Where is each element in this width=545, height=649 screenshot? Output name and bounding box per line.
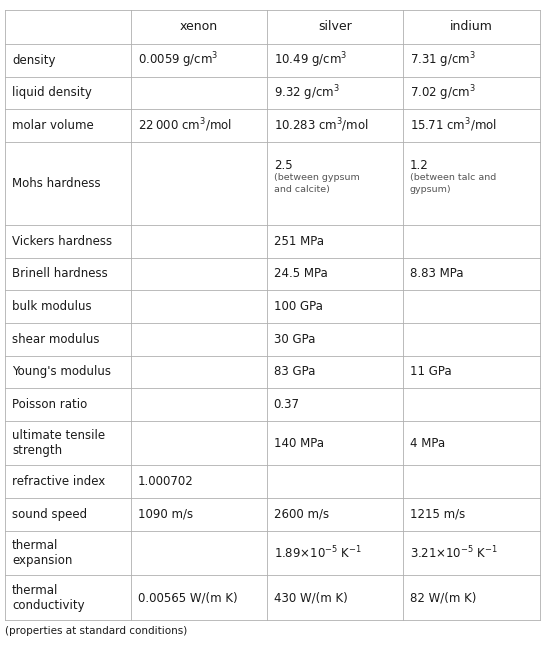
Text: density: density <box>12 54 56 67</box>
Text: 0.0059 g/cm$^3$: 0.0059 g/cm$^3$ <box>137 51 217 70</box>
Text: sound speed: sound speed <box>12 508 87 521</box>
Text: Mohs hardness: Mohs hardness <box>12 177 101 190</box>
Text: 1215 m/s: 1215 m/s <box>410 508 465 521</box>
Text: Vickers hardness: Vickers hardness <box>12 235 112 248</box>
Text: (between gypsum: (between gypsum <box>274 173 360 182</box>
Text: 10.49 g/cm$^3$: 10.49 g/cm$^3$ <box>274 51 347 70</box>
Text: and calcite): and calcite) <box>274 185 330 194</box>
Text: 9.32 g/cm$^3$: 9.32 g/cm$^3$ <box>274 83 340 103</box>
Text: bulk modulus: bulk modulus <box>12 300 92 313</box>
Text: thermal
expansion: thermal expansion <box>12 539 72 567</box>
Text: 4 MPa: 4 MPa <box>410 437 445 450</box>
Text: shear modulus: shear modulus <box>12 333 100 346</box>
Text: 430 W/(m K): 430 W/(m K) <box>274 591 348 604</box>
Text: 2600 m/s: 2600 m/s <box>274 508 329 521</box>
Text: 1.89×10$^{-5}$ K$^{-1}$: 1.89×10$^{-5}$ K$^{-1}$ <box>274 545 362 561</box>
Text: 8.83 MPa: 8.83 MPa <box>410 267 463 280</box>
Text: (properties at standard conditions): (properties at standard conditions) <box>5 626 187 636</box>
Text: 100 GPa: 100 GPa <box>274 300 323 313</box>
Text: 3.21×10$^{-5}$ K$^{-1}$: 3.21×10$^{-5}$ K$^{-1}$ <box>410 545 498 561</box>
Text: 7.31 g/cm$^3$: 7.31 g/cm$^3$ <box>410 51 476 70</box>
Text: molar volume: molar volume <box>12 119 94 132</box>
Text: 15.71 cm$^3$/mol: 15.71 cm$^3$/mol <box>410 117 497 134</box>
Text: 24.5 MPa: 24.5 MPa <box>274 267 328 280</box>
Text: Poisson ratio: Poisson ratio <box>12 398 87 411</box>
Text: silver: silver <box>318 20 352 33</box>
Text: 22 000 cm$^3$/mol: 22 000 cm$^3$/mol <box>137 117 232 134</box>
Text: Brinell hardness: Brinell hardness <box>12 267 108 280</box>
Text: refractive index: refractive index <box>12 475 105 488</box>
Text: 140 MPa: 140 MPa <box>274 437 324 450</box>
Text: indium: indium <box>450 20 493 33</box>
Text: 30 GPa: 30 GPa <box>274 333 315 346</box>
Text: 1.000702: 1.000702 <box>137 475 193 488</box>
Text: 251 MPa: 251 MPa <box>274 235 324 248</box>
Text: 2.5: 2.5 <box>274 158 292 171</box>
Text: ultimate tensile
strength: ultimate tensile strength <box>12 429 105 457</box>
Text: gypsum): gypsum) <box>410 185 451 194</box>
Text: 83 GPa: 83 GPa <box>274 365 315 378</box>
Text: 7.02 g/cm$^3$: 7.02 g/cm$^3$ <box>410 83 476 103</box>
Text: Young's modulus: Young's modulus <box>12 365 111 378</box>
Text: 11 GPa: 11 GPa <box>410 365 451 378</box>
Text: 10.283 cm$^3$/mol: 10.283 cm$^3$/mol <box>274 117 368 134</box>
Text: 0.00565 W/(m K): 0.00565 W/(m K) <box>137 591 237 604</box>
Text: 82 W/(m K): 82 W/(m K) <box>410 591 476 604</box>
Text: 1090 m/s: 1090 m/s <box>137 508 192 521</box>
Text: (between talc and: (between talc and <box>410 173 496 182</box>
Text: 1.2: 1.2 <box>410 158 429 171</box>
Text: 0.37: 0.37 <box>274 398 300 411</box>
Text: xenon: xenon <box>180 20 218 33</box>
Text: thermal
conductivity: thermal conductivity <box>12 583 84 611</box>
Text: liquid density: liquid density <box>12 86 92 99</box>
